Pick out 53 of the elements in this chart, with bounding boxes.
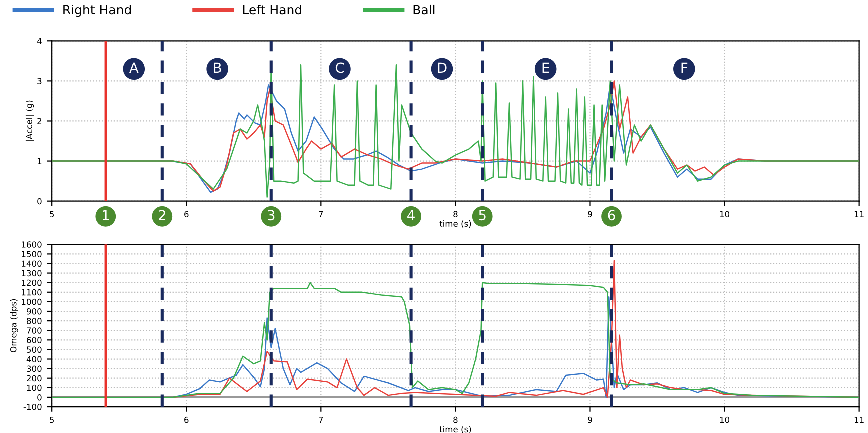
y-tick-label: 600: [27, 337, 42, 344]
y-tick-label: 1400: [22, 260, 42, 268]
y-tick-label: 0: [38, 198, 42, 205]
y-axis-title: Omega (dps): [10, 299, 18, 352]
legend-label: Ball: [414, 4, 435, 15]
annotation: 4: [408, 210, 415, 220]
annotation: A: [130, 62, 139, 74]
y-tick-label: 700: [27, 328, 42, 334]
x-tick-label: 5: [50, 417, 54, 424]
y-tick-label: 4: [37, 38, 42, 44]
y-tick-label: 1500: [22, 251, 42, 258]
x-tick-label: 8: [454, 416, 458, 424]
y-tick-label: 1: [38, 158, 42, 164]
legend-label: Left Hand: [243, 4, 302, 15]
y-tick-label: 1300: [22, 270, 42, 277]
y-tick-label: 0: [38, 394, 42, 401]
annotation: F: [682, 62, 688, 74]
x-tick-label: 8: [454, 211, 458, 218]
annotation: E: [542, 62, 550, 74]
x-tick-label: 9: [588, 416, 592, 424]
x-axis-title: time (s): [440, 220, 472, 228]
y-tick-label: 1000: [22, 298, 42, 306]
x-tick-label: 10: [720, 211, 730, 218]
y-tick-label: 1600: [22, 242, 42, 248]
legend-label: Right Hand: [64, 4, 132, 18]
y-tick-label: 200: [27, 375, 42, 382]
x-tick-label: 6: [184, 211, 189, 218]
y-tick-label: 1100: [22, 289, 42, 296]
annotation: B: [214, 62, 222, 74]
annotation: C: [336, 62, 344, 74]
x-tick-label: 7: [319, 417, 324, 424]
annotation: 1: [103, 210, 110, 220]
x-tick-label: 6: [184, 416, 189, 424]
y-tick-label: 2: [38, 118, 42, 124]
x-tick-label: 9: [588, 211, 592, 218]
x-tick-label: 11: [854, 417, 864, 424]
y-tick-label: 500: [27, 346, 42, 353]
y-tick-label: 100: [27, 384, 42, 392]
y-tick-label: 400: [26, 356, 42, 363]
x-tick-label: 5: [50, 211, 54, 218]
y-tick-label: 3: [38, 78, 42, 84]
y-tick-label: -100: [24, 404, 42, 410]
x-tick-label: 10: [720, 416, 730, 424]
y-tick-label: 800: [27, 318, 42, 324]
x-tick-label: 11: [854, 211, 864, 218]
y-tick-label: 1200: [22, 280, 42, 286]
x-tick-label: 7: [319, 211, 324, 218]
y-axis-title: |Accel| (g): [26, 100, 34, 142]
annotation: 3: [268, 210, 275, 221]
y-tick-label: 900: [26, 308, 42, 315]
annotation: 2: [159, 210, 166, 220]
annotation: D: [438, 62, 447, 74]
y-tick-label: 300: [27, 366, 42, 372]
